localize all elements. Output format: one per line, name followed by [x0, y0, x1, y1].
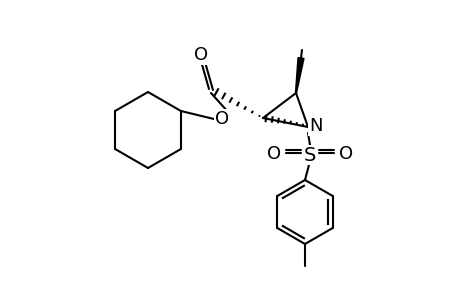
- Text: S: S: [303, 146, 315, 164]
- Text: O: O: [194, 46, 207, 64]
- Text: O: O: [266, 145, 280, 163]
- Text: O: O: [338, 145, 353, 163]
- Text: N: N: [308, 117, 322, 135]
- Text: O: O: [214, 110, 229, 128]
- Polygon shape: [295, 58, 303, 93]
